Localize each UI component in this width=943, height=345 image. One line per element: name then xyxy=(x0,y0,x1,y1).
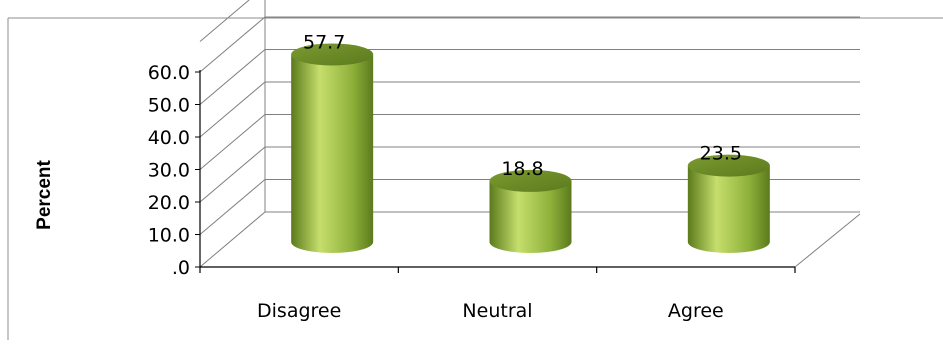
bar-agree xyxy=(687,154,770,253)
y-tick-label: 40.0 xyxy=(148,127,190,149)
gridline-side xyxy=(199,179,266,235)
gridline-side xyxy=(199,49,266,105)
gridline-side-top xyxy=(199,0,250,42)
data-label: 18.8 xyxy=(501,158,543,180)
floor-right-edge xyxy=(794,213,861,268)
bar-cap xyxy=(687,154,770,177)
bar-cap xyxy=(489,169,572,192)
x-tick-label: Neutral xyxy=(462,300,532,322)
bar-body xyxy=(489,180,572,253)
y-tick-label: 20.0 xyxy=(148,192,190,214)
cropped-heading-band xyxy=(0,0,943,6)
data-label: 57.7 xyxy=(303,31,345,53)
gridline-side xyxy=(199,146,266,203)
bar-cap xyxy=(291,43,374,66)
y-tick-label: 50.0 xyxy=(148,95,190,117)
bar-disagree xyxy=(291,43,374,253)
x-tick-label: Agree xyxy=(668,300,724,322)
y-tick-label: .0 xyxy=(172,257,190,279)
bar-body xyxy=(687,165,770,253)
gridline-side xyxy=(199,211,266,268)
x-tick-label: Disagree xyxy=(257,300,341,322)
y-tick-label: 60.0 xyxy=(148,62,190,84)
y-tick-label: 10.0 xyxy=(148,225,190,247)
y-tick-label: 30.0 xyxy=(148,160,190,182)
label-layer: .0 10.0 20.0 30.0 40.0 50.0 60.0 57.7 Disagree 18… xyxy=(148,31,742,322)
bar-neutral xyxy=(489,169,572,253)
bar-layer xyxy=(291,43,770,253)
axis-layer xyxy=(195,70,796,273)
gridline-side xyxy=(199,114,266,170)
gridline-side xyxy=(199,81,266,138)
bar-body xyxy=(291,54,374,253)
data-label: 23.5 xyxy=(700,143,742,165)
gridline-side xyxy=(199,16,266,73)
y-axis-label: Percent xyxy=(34,159,55,229)
